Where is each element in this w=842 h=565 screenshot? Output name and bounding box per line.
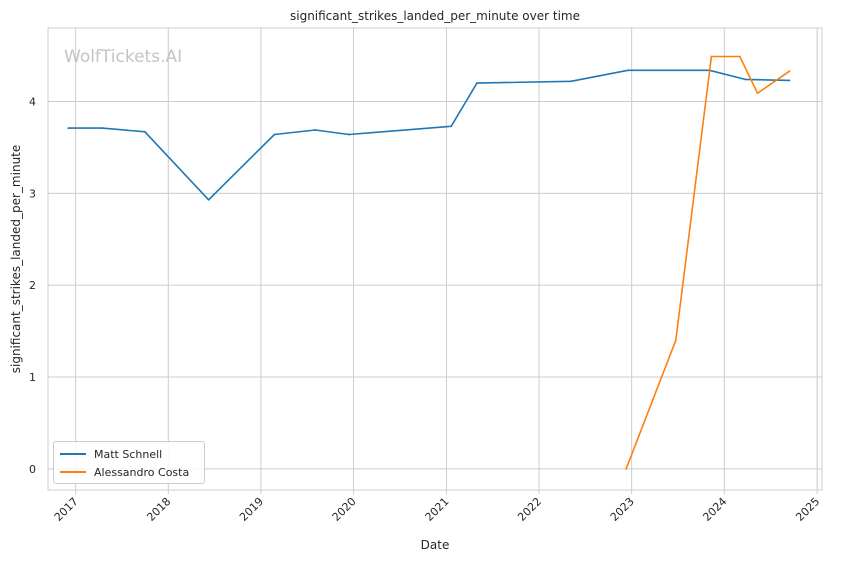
y-tick-label: 3 — [29, 187, 36, 200]
x-tick-label: 2018 — [144, 495, 173, 524]
data-point-matt-schnell — [207, 198, 210, 201]
data-point-matt-schnell — [273, 133, 276, 136]
chart-title: significant_strikes_landed_per_minute ov… — [290, 9, 580, 23]
data-point-matt-schnell — [450, 125, 453, 128]
data-point-matt-schnell — [314, 129, 317, 131]
legend-swatch-alessandro-costa — [60, 471, 86, 473]
x-tick-label: 2025 — [793, 495, 822, 524]
data-point-matt-schnell — [348, 133, 350, 136]
x-gridlines — [75, 28, 818, 490]
legend-item-alessandro-costa: Alessandro Costa — [60, 464, 189, 480]
data-point-matt-schnell — [475, 82, 478, 85]
legend-label-matt-schnell: Matt Schnell — [94, 447, 163, 461]
legend-swatch-matt-schnell — [60, 453, 86, 455]
data-point-alessandro-costa — [710, 55, 713, 58]
series-line-alessandro-costa — [625, 55, 790, 470]
data-point-matt-schnell — [570, 80, 572, 83]
y-tick-labels: 0 1 2 3 4 — [29, 95, 36, 475]
y-tick-label: 0 — [29, 463, 36, 476]
data-point-matt-schnell — [144, 130, 146, 133]
y-tick-label: 1 — [29, 371, 36, 384]
plot-area — [47, 27, 823, 491]
x-tick-label: 2022 — [515, 495, 544, 524]
x-axis-label: Date — [421, 538, 450, 552]
legend-item-matt-schnell: Matt Schnell — [60, 446, 162, 462]
data-point-alessandro-costa — [674, 339, 677, 342]
y-tick-label: 4 — [29, 95, 36, 108]
y-tick-label: 2 — [29, 279, 36, 292]
x-tick-label: 2021 — [423, 495, 452, 524]
x-tick-label: 2017 — [52, 495, 81, 524]
series-line-matt-schnell — [68, 69, 790, 201]
data-point-matt-schnell — [744, 78, 747, 81]
data-point-matt-schnell — [101, 127, 103, 130]
data-point-alessandro-costa — [738, 55, 741, 58]
data-point-alessandro-costa — [625, 467, 627, 470]
data-point-matt-schnell — [67, 127, 70, 130]
legend: Matt Schnell Alessandro Costa — [53, 441, 205, 484]
data-point-alessandro-costa — [756, 92, 759, 95]
watermark: WolfTickets.AI — [64, 47, 183, 67]
x-tick-labels: 2017 2018 2019 2020 2021 2022 2023 2024 2025 — [52, 490, 822, 524]
series-layer — [67, 55, 791, 470]
x-tick-label: 2024 — [700, 495, 729, 524]
data-point-matt-schnell — [788, 79, 791, 82]
data-point-alessandro-costa — [788, 70, 791, 73]
legend-label-alessandro-costa: Alessandro Costa — [94, 465, 190, 479]
x-tick-label: 2023 — [608, 495, 637, 524]
x-tick-label: 2020 — [330, 495, 359, 524]
data-point-matt-schnell — [626, 69, 629, 72]
y-axis-label: significant_strikes_landed_per_minute — [9, 145, 23, 374]
x-tick-label: 2019 — [237, 495, 266, 524]
